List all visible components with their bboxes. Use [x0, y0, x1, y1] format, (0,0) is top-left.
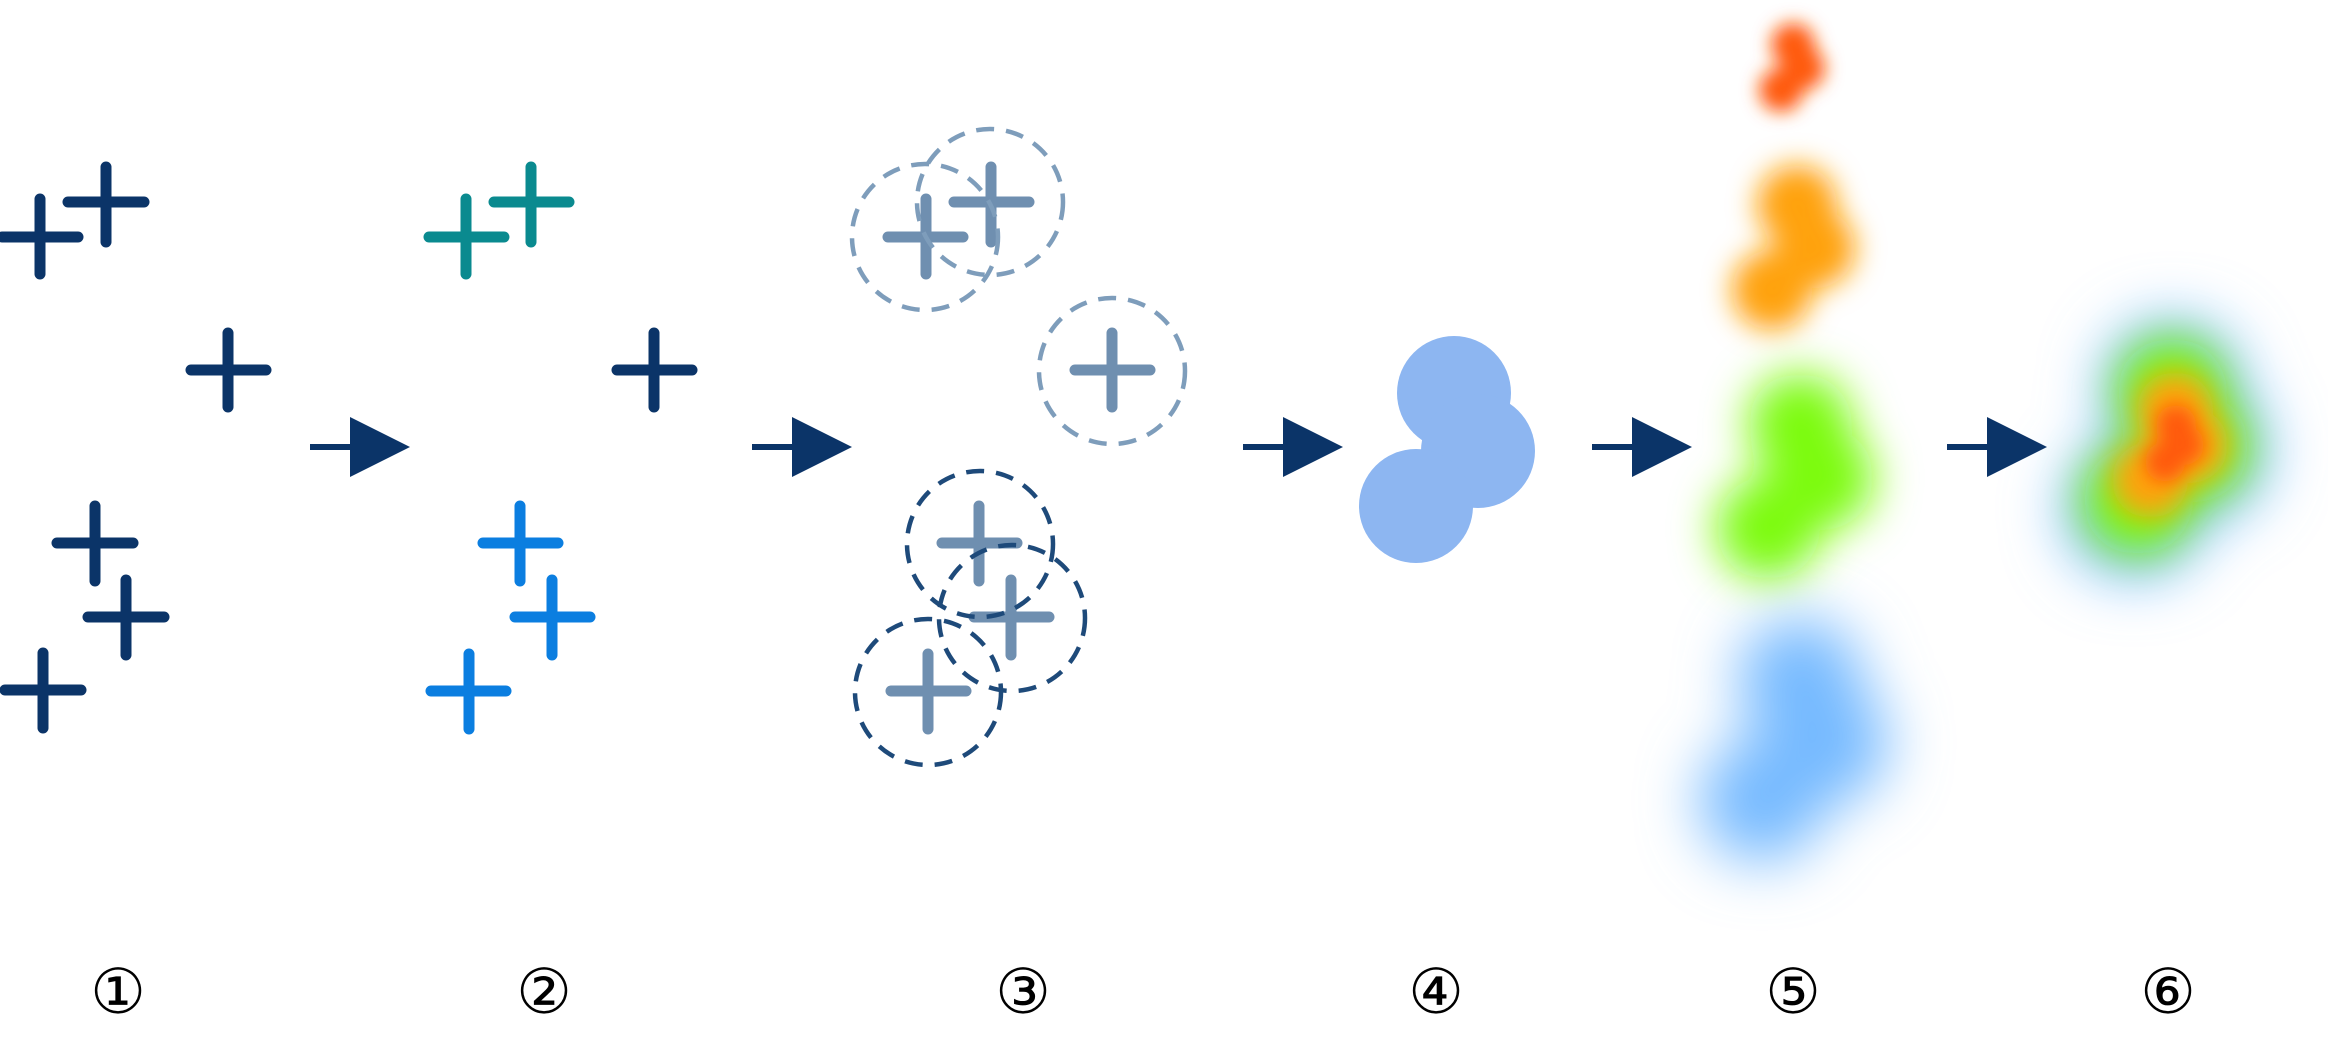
step-label-1: ①: [90, 955, 146, 1028]
step4-merged-shape: [1359, 336, 1535, 563]
merged-circle: [1359, 449, 1473, 563]
point-cross: [515, 580, 590, 655]
point-cross: [68, 167, 144, 242]
layer-green: [1716, 373, 1874, 580]
layer-orange: [1732, 165, 1855, 330]
step-label-2: ②: [516, 955, 572, 1028]
faded-crosses: [888, 167, 1150, 729]
point-cross: [429, 199, 504, 274]
point-cross: [88, 580, 164, 655]
step-labels: ① ② ③ ④ ⑤ ⑥: [90, 955, 2196, 1028]
step5-density-layers: [1700, 23, 1888, 862]
point-cross: [57, 506, 133, 581]
layer-blue: [1700, 618, 1888, 862]
point-cross: [483, 506, 558, 581]
dashed-circles: [852, 129, 1185, 765]
point-cross: [1075, 333, 1150, 407]
step-label-6: ⑥: [2140, 955, 2196, 1028]
step-label-4: ④: [1408, 955, 1464, 1028]
step-label-5: ⑤: [1765, 955, 1821, 1028]
step6-heatmap: [2064, 320, 2268, 578]
point-cross: [891, 654, 966, 729]
point-cross: [2, 199, 78, 274]
step2-clusters: [429, 167, 692, 729]
point-cross: [5, 653, 81, 728]
step1-points: [2, 167, 266, 728]
point-cross: [494, 167, 569, 242]
point-cross: [191, 333, 266, 407]
step3-radius: [852, 129, 1185, 765]
point-cross: [617, 333, 692, 407]
point-cross: [431, 654, 506, 729]
layer-orange-red: [1759, 23, 1825, 112]
step-label-3: ③: [995, 955, 1051, 1028]
